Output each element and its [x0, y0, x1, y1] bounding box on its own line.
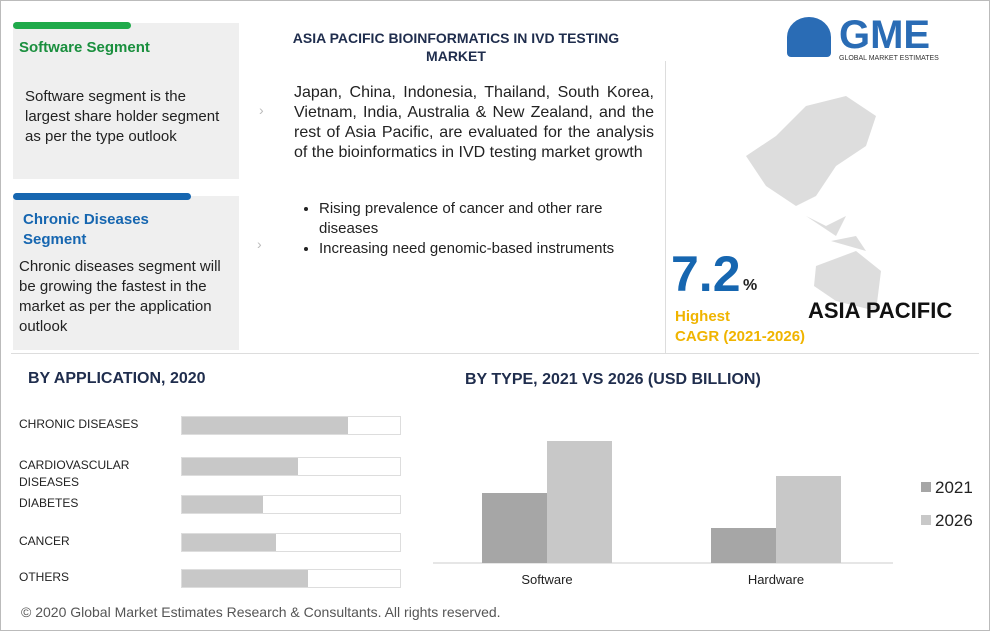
- chart-title: BY TYPE, 2021 VS 2026 (USD BILLION): [465, 371, 761, 388]
- accent-bar: [13, 22, 131, 29]
- highlight-title: Software Segment: [19, 39, 150, 56]
- category-label: DIABETES: [19, 496, 79, 510]
- accent-bar: [13, 193, 191, 200]
- logo-tagline: GLOBAL MARKET ESTIMATES: [839, 55, 939, 62]
- category-label: CANCER: [19, 534, 70, 548]
- bar: [482, 493, 547, 563]
- bar: [182, 570, 309, 587]
- bullet: Increasing need genomic-based instrument…: [319, 239, 619, 259]
- chart-title: BY APPLICATION, 2020: [28, 370, 206, 387]
- region-label: ASIA PACIFIC: [808, 298, 953, 323]
- cagr-value: 7.2: [671, 246, 741, 302]
- legend-label: 2021: [935, 478, 973, 497]
- bar: [182, 496, 263, 513]
- x-tick-label: Software: [521, 572, 572, 587]
- page-title: ASIA PACIFIC BIOINFORMATICS IN IVD TESTI…: [292, 30, 620, 64]
- arrow-icon: ›: [259, 102, 264, 118]
- footer: © 2020 Global Market Estimates Research …: [21, 604, 501, 620]
- bar: [182, 534, 276, 551]
- summary-text: Japan, China, Indonesia, Thailand, South…: [294, 84, 654, 161]
- cagr-label: CAGR (2021-2026): [675, 328, 806, 345]
- arrow-icon: ›: [257, 236, 262, 252]
- logo-name: GME: [839, 13, 931, 57]
- highlight-title: Chronic Diseases Segment: [23, 211, 149, 248]
- legend-swatch: [921, 482, 931, 492]
- bullet: Rising prevalence of cancer and other ra…: [319, 199, 619, 239]
- highlight-text: Software segment is the largest share ho…: [25, 88, 220, 145]
- divider: [11, 353, 979, 354]
- cagr-unit: %: [743, 277, 758, 294]
- legend-label: 2026: [935, 511, 973, 530]
- highlight-box: [13, 196, 239, 350]
- bar: [547, 441, 612, 563]
- logo: GME GLOBAL MARKET ESTIMATES: [787, 13, 963, 65]
- highlight-text: Chronic diseases segment will be growing…: [19, 258, 221, 335]
- legend-swatch: [921, 515, 931, 525]
- category-label: CHRONIC DISEASES: [19, 417, 139, 431]
- bar: [182, 417, 348, 434]
- cagr-label: Highest: [675, 308, 731, 325]
- bar: [776, 476, 841, 563]
- logo-icon: [787, 17, 831, 57]
- category-label: CARDIOVASCULAR DISEASES: [19, 458, 130, 489]
- map: [746, 96, 881, 311]
- divider: [665, 61, 666, 353]
- bar: [182, 458, 298, 475]
- category-label: OTHERS: [19, 570, 70, 584]
- bullet-list: Rising prevalence of cancer and other ra…: [291, 199, 619, 259]
- highlight-box: [13, 23, 239, 179]
- bar: [711, 528, 776, 563]
- x-tick-label: Hardware: [748, 572, 804, 587]
